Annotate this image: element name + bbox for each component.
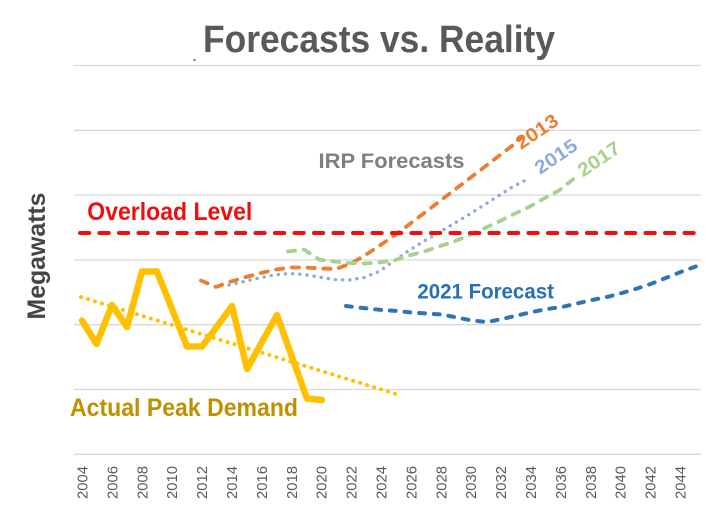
svg-text:2018: 2018	[284, 466, 301, 499]
svg-text:2006: 2006	[104, 466, 121, 499]
svg-text:2024: 2024	[374, 466, 391, 499]
svg-text:Megawatts: Megawatts	[23, 193, 51, 320]
svg-text:2014: 2014	[224, 466, 241, 499]
svg-text:2028: 2028	[433, 466, 450, 499]
svg-text:2020: 2020	[314, 466, 331, 499]
svg-text:2022: 2022	[344, 466, 361, 499]
svg-text:2021 Forecast: 2021 Forecast	[417, 281, 554, 304]
svg-text:2026: 2026	[403, 466, 420, 499]
svg-text:Forecasts vs. Reality: Forecasts vs. Reality	[203, 19, 555, 61]
svg-text:2036: 2036	[553, 466, 570, 499]
svg-text:2034: 2034	[523, 466, 540, 499]
svg-text:2032: 2032	[493, 466, 510, 499]
svg-text:2040: 2040	[613, 466, 630, 499]
svg-text:2016: 2016	[254, 466, 271, 499]
svg-text:2038: 2038	[583, 466, 600, 499]
svg-text:Overload Level: Overload Level	[87, 198, 252, 226]
svg-text:2044: 2044	[673, 466, 690, 499]
svg-text:2008: 2008	[134, 466, 151, 499]
svg-text:Actual Peak Demand: Actual Peak Demand	[70, 394, 298, 422]
svg-text:2004: 2004	[75, 466, 92, 499]
svg-text:IRP Forecasts: IRP Forecasts	[319, 149, 465, 173]
svg-text:2042: 2042	[643, 466, 660, 499]
svg-text:2030: 2030	[463, 466, 480, 499]
svg-text:2010: 2010	[164, 466, 181, 499]
svg-text:2012: 2012	[194, 466, 211, 499]
